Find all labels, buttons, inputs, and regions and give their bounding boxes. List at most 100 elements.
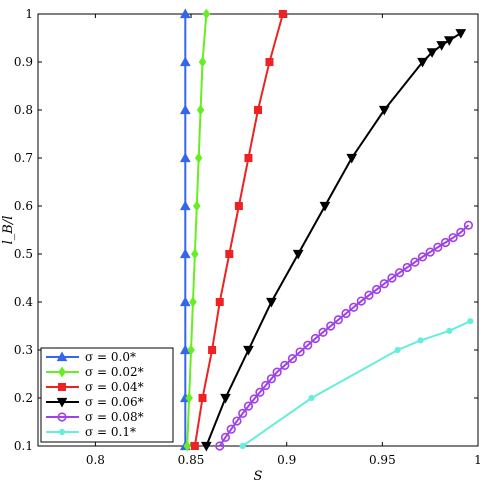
data-point xyxy=(243,401,254,411)
data-point xyxy=(183,440,191,452)
data-point xyxy=(179,152,191,163)
data-point xyxy=(436,41,448,51)
series-line xyxy=(242,320,471,447)
data-point xyxy=(463,220,474,230)
y-tick-label: 0.2 xyxy=(14,391,33,405)
data-point xyxy=(198,56,207,68)
legend-box xyxy=(40,347,174,443)
legend-marker xyxy=(57,412,67,422)
legend-item: σ = 0.06* xyxy=(46,395,144,409)
data-point xyxy=(179,344,191,355)
x-tick-label: 0.8 xyxy=(86,453,105,467)
data-point xyxy=(433,242,443,252)
data-point xyxy=(254,106,262,114)
data-point xyxy=(364,290,374,300)
data-point xyxy=(456,227,466,237)
data-point xyxy=(179,56,191,67)
data-point xyxy=(295,347,305,357)
data-point xyxy=(333,315,343,325)
x-tick-label: 0.9 xyxy=(277,453,296,467)
data-point xyxy=(379,279,389,289)
data-point xyxy=(200,441,212,452)
data-point xyxy=(410,257,420,267)
data-point xyxy=(394,346,401,354)
data-point xyxy=(189,296,197,308)
data-point xyxy=(179,8,191,19)
data-point xyxy=(215,298,224,306)
data-point xyxy=(280,360,290,370)
data-point xyxy=(208,346,217,354)
data-point xyxy=(346,153,358,164)
data-point xyxy=(326,321,336,331)
series-2 xyxy=(190,10,287,450)
data-point xyxy=(349,302,359,312)
legend-item: σ = 0.08* xyxy=(46,410,144,424)
data-point xyxy=(198,394,207,402)
data-point xyxy=(191,248,199,260)
data-point xyxy=(266,297,277,308)
data-point xyxy=(272,367,282,377)
data-point xyxy=(187,344,195,356)
data-point xyxy=(179,296,191,307)
data-point xyxy=(303,340,313,350)
series-5 xyxy=(239,318,474,450)
data-point xyxy=(448,233,458,243)
legend-label: σ = 0.06* xyxy=(85,395,144,409)
data-point xyxy=(265,58,274,66)
data-point xyxy=(292,249,304,260)
data-point xyxy=(194,152,203,164)
data-point xyxy=(417,337,424,344)
data-point xyxy=(215,441,225,451)
data-point xyxy=(243,345,254,356)
data-point xyxy=(238,408,248,418)
data-point xyxy=(179,104,191,115)
data-point xyxy=(308,394,315,402)
x-tick-label: 1 xyxy=(474,453,482,467)
data-point xyxy=(387,273,397,283)
data-point xyxy=(287,354,298,364)
legend-marker xyxy=(58,428,66,436)
data-point xyxy=(455,29,467,39)
legend-label: σ = 0.0* xyxy=(85,350,136,364)
legend: σ = 0.0*σ = 0.02*σ = 0.04*σ = 0.06*σ = 0… xyxy=(40,347,174,443)
legend-label: σ = 0.08* xyxy=(85,410,144,424)
y-tick-label: 0.1 xyxy=(14,439,33,453)
y-tick-label: 0.7 xyxy=(14,151,33,165)
series-line xyxy=(193,13,284,447)
data-point xyxy=(226,424,236,434)
y-tick-label: 0.4 xyxy=(14,295,33,309)
y-tick-label: 0.9 xyxy=(14,55,33,69)
x-axis-label: S xyxy=(254,469,263,484)
data-point xyxy=(443,36,455,46)
data-point xyxy=(425,247,435,257)
data-point xyxy=(467,318,474,325)
series-0 xyxy=(179,8,191,451)
x-tick-label: 0.85 xyxy=(178,453,205,467)
series-3 xyxy=(200,29,467,452)
data-point xyxy=(193,200,201,212)
data-point xyxy=(185,392,193,404)
data-point xyxy=(356,296,366,306)
series-4 xyxy=(215,220,474,451)
data-point xyxy=(318,327,328,337)
legend-item: σ = 0.02* xyxy=(46,365,144,379)
data-point xyxy=(417,57,428,68)
series-1 xyxy=(183,8,211,452)
data-point xyxy=(239,442,246,450)
data-point xyxy=(319,201,331,212)
data-point xyxy=(426,48,438,58)
data-point xyxy=(417,252,428,262)
series-layer xyxy=(179,8,474,452)
data-point xyxy=(278,10,287,18)
data-point xyxy=(244,154,253,162)
legend-item: σ = 0.04* xyxy=(46,380,144,394)
y-tick-label: 0.6 xyxy=(14,199,33,213)
y-tick-label: 0.5 xyxy=(14,247,33,261)
y-axis: 0.1 0.2 0.3 0.4 0.5 0.6 0.7 0.8 0.9 1 xyxy=(14,7,478,453)
series-line xyxy=(186,13,208,447)
data-point xyxy=(220,432,231,442)
data-point xyxy=(190,442,199,450)
data-point xyxy=(402,262,412,273)
data-point xyxy=(255,387,265,397)
